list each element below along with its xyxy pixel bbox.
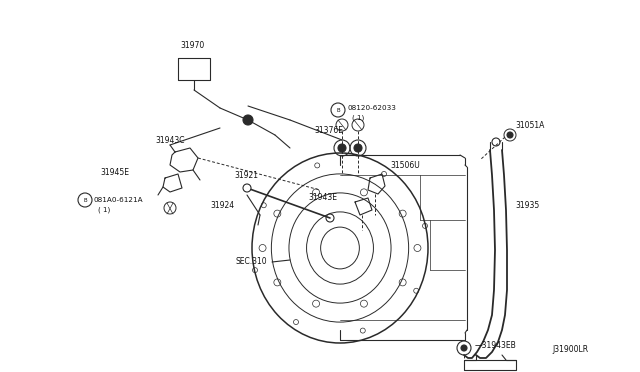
- Circle shape: [243, 184, 251, 192]
- Text: ( 1): ( 1): [98, 207, 110, 213]
- Text: B: B: [83, 198, 87, 202]
- Text: 31506U: 31506U: [390, 160, 420, 170]
- Circle shape: [507, 132, 513, 138]
- Text: SEC.310: SEC.310: [235, 257, 267, 266]
- Circle shape: [461, 345, 467, 351]
- Circle shape: [243, 115, 253, 125]
- Text: 31935: 31935: [515, 201, 540, 209]
- Circle shape: [338, 144, 346, 152]
- Text: 31970: 31970: [181, 41, 205, 49]
- Circle shape: [354, 144, 362, 152]
- Text: 081A0-6121A: 081A0-6121A: [93, 197, 143, 203]
- Text: —31943EB: —31943EB: [475, 340, 516, 350]
- Text: 31051A: 31051A: [515, 121, 545, 129]
- Text: B: B: [336, 108, 340, 112]
- Text: 08120-62033: 08120-62033: [347, 105, 396, 111]
- Text: J31900LR: J31900LR: [552, 346, 588, 355]
- Text: 31943C: 31943C: [155, 135, 184, 144]
- Text: 31921: 31921: [234, 170, 258, 180]
- Text: 31924: 31924: [210, 201, 234, 209]
- Text: 31943E: 31943E: [308, 192, 337, 202]
- Text: 31376E: 31376E: [314, 125, 343, 135]
- Text: ( 1): ( 1): [352, 115, 364, 121]
- Text: 31945E: 31945E: [100, 167, 129, 176]
